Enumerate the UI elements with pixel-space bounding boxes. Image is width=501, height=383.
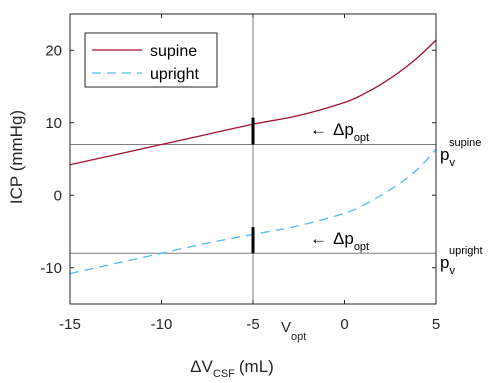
- x-axis-label-unit: (mL): [239, 357, 274, 376]
- v-opt-base: V: [281, 319, 291, 336]
- pv-supine-sup: supine: [449, 137, 481, 149]
- legend-label-upright: upright: [150, 66, 199, 83]
- delta-sub-upright: opt: [354, 241, 369, 253]
- series-line-supine: [69, 39, 437, 166]
- delta-label-upright: ← Δpopt: [310, 229, 369, 253]
- pv-upright-sup: upright: [449, 245, 483, 257]
- y-tick-label: 10: [45, 115, 62, 132]
- v-opt-tick-label: Vopt: [281, 319, 306, 343]
- series-layer: [69, 39, 437, 275]
- delta-arrow-upright: ←: [310, 229, 327, 248]
- y-tick-label: -10: [40, 260, 62, 277]
- x-tick-label: 0: [340, 316, 348, 333]
- delta-label-supine: ← Δpopt: [310, 120, 369, 144]
- pv-upright-sub: v: [449, 265, 455, 277]
- delta-base-supine: Δp: [333, 120, 354, 139]
- x-tick-label: -5: [246, 316, 259, 333]
- legend-box: [84, 32, 218, 88]
- x-tick-label: -15: [59, 316, 81, 333]
- x-tick-label: -10: [151, 316, 173, 333]
- tick-layer: -15 -10 -5 0 5 -10 0 10 20: [40, 14, 440, 333]
- delta-arrow-supine: ←: [310, 120, 327, 139]
- y-tick-label: 20: [45, 42, 62, 59]
- pv-supine-label: pv supine: [440, 137, 481, 169]
- x-axis-label: ΔVCSF (mL): [190, 357, 274, 380]
- pv-upright-label: pv upright: [440, 245, 483, 277]
- delta-sub-supine: opt: [354, 132, 369, 144]
- legend: supine upright: [84, 32, 218, 88]
- x-axis-label-base: ΔV: [190, 357, 213, 376]
- pv-supine-sub: v: [449, 157, 455, 169]
- pv-upright-base: p: [440, 253, 449, 272]
- delta-base-upright: Δp: [333, 229, 354, 248]
- v-opt-sub: opt: [291, 331, 306, 343]
- legend-label-supine: supine: [150, 43, 197, 60]
- y-axis-label: ICP (mmHg): [7, 110, 26, 204]
- x-tick-label: 5: [432, 316, 440, 333]
- x-axis-label-sub: CSF: [213, 368, 235, 380]
- pv-supine-base: p: [440, 145, 449, 164]
- series-line-upright: [69, 149, 437, 275]
- y-tick-label: 0: [54, 187, 62, 204]
